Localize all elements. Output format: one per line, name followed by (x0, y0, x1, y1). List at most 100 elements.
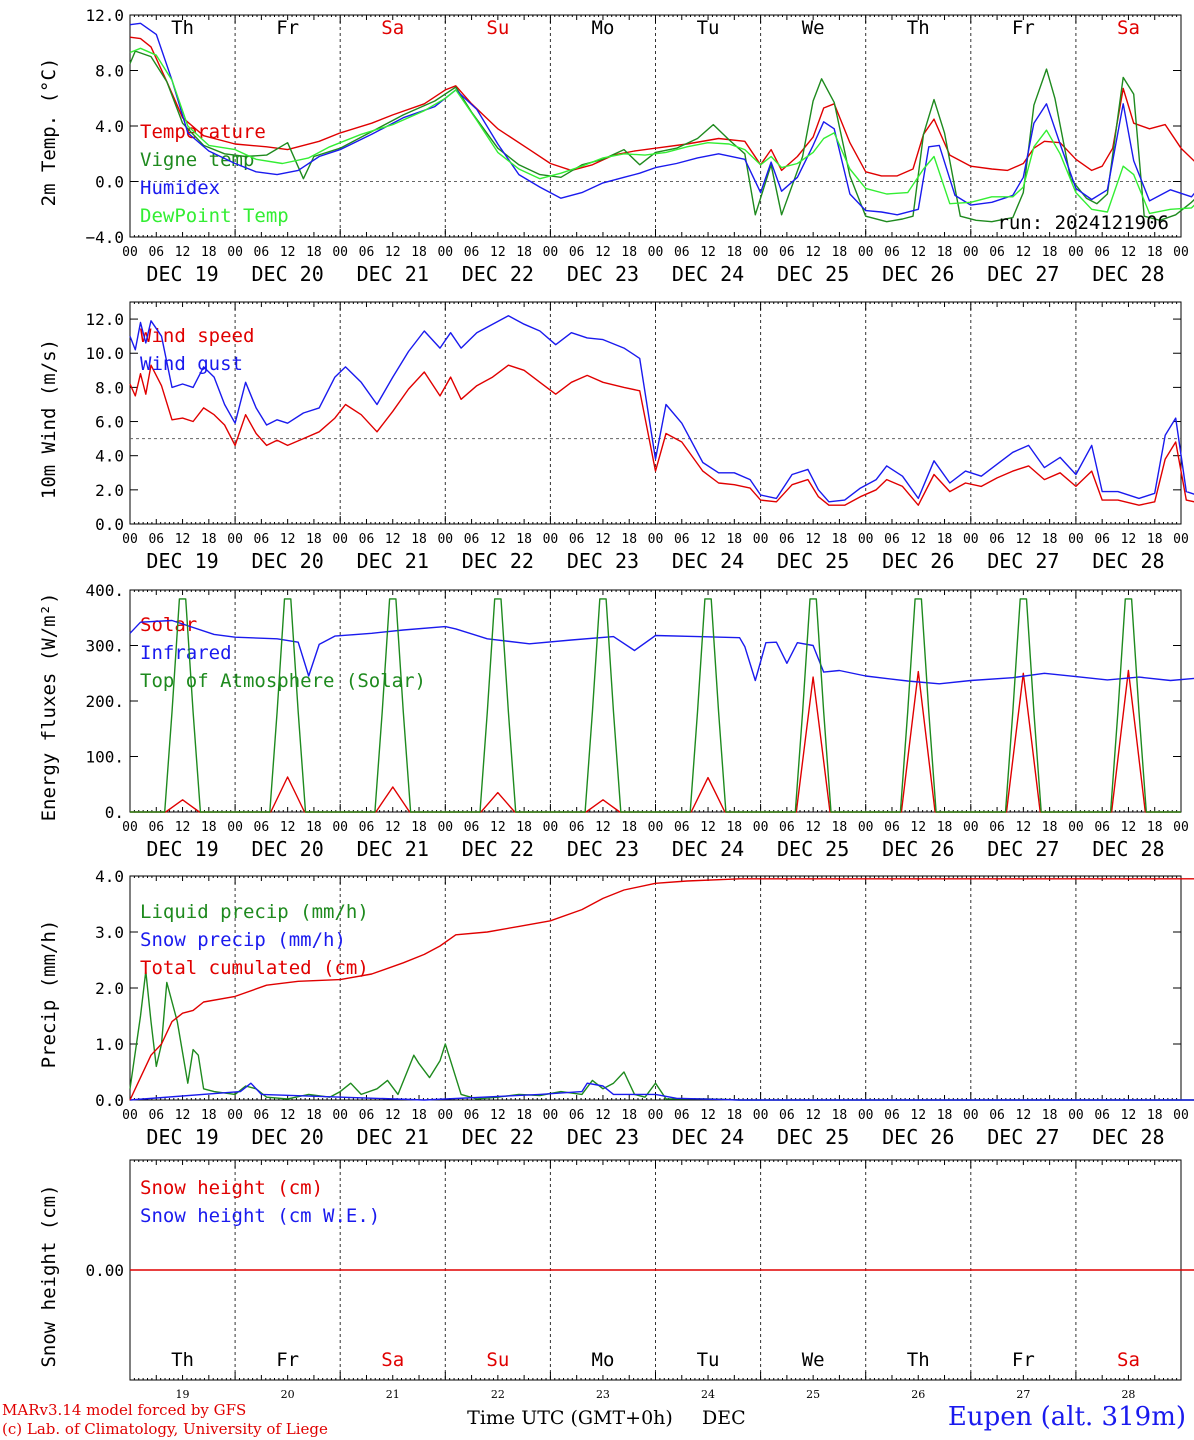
date-label: DEC 21 (357, 1125, 429, 1149)
hour-tick-label: 18 (306, 820, 322, 835)
hour-tick-label: 06 (674, 245, 690, 260)
series-line-humidex (129, 22, 1194, 216)
hour-tick-label: 06 (674, 820, 690, 835)
hour-tick-label: 06 (359, 820, 375, 835)
legend-entry: Snow height (cm W.E.) (140, 1205, 380, 1227)
hour-tick-label: 18 (516, 820, 532, 835)
weekday-label: Sa (1117, 17, 1140, 39)
hour-tick-label: 00 (122, 245, 138, 260)
legend-entry: Total cumulated (cm) (140, 957, 369, 979)
hour-tick-label: 06 (464, 245, 480, 260)
hour-tick-label: 12 (700, 532, 716, 547)
hour-tick-label: 00 (543, 1108, 559, 1123)
lab-credit: (c) Lab. of Climatology, University of L… (2, 1420, 328, 1438)
hour-tick-label: 18 (621, 820, 637, 835)
legend-entry: Top of Atmosphere (Solar) (140, 670, 426, 692)
hour-tick-label: 12 (280, 1108, 296, 1123)
hour-tick-label: 00 (332, 1108, 348, 1123)
hour-tick-label: 06 (148, 245, 164, 260)
hour-tick-label: 18 (411, 1108, 427, 1123)
hour-tick-label: 06 (989, 532, 1005, 547)
hour-tick-label: 18 (1147, 820, 1163, 835)
hour-tick-label: 12 (1016, 1108, 1032, 1123)
y-tick-label: 0.0 (95, 1091, 124, 1110)
date-label: DEC 23 (567, 262, 639, 286)
hour-tick-label: 12 (385, 820, 401, 835)
y-tick-label: 12.0 (85, 310, 124, 329)
y-tick-label: 2.0 (95, 979, 124, 998)
y-axis-title: Snow height (cm) (38, 1184, 60, 1367)
hour-tick-label: 18 (516, 245, 532, 260)
hour-tick-label: 00 (648, 1108, 664, 1123)
date-label: DEC 26 (882, 837, 954, 861)
date-label: DEC 19 (146, 262, 218, 286)
hour-tick-label: 18 (621, 532, 637, 547)
date-label: DEC 24 (672, 837, 744, 861)
hour-tick-label: 06 (254, 245, 270, 260)
y-tick-label: 10.0 (85, 344, 124, 363)
hour-tick-label: 00 (963, 1108, 979, 1123)
date-label: DEC 23 (567, 1125, 639, 1149)
hour-tick-label: 18 (1042, 820, 1058, 835)
weekday-label: Tu (697, 17, 720, 39)
legend-entry: Wind speed (140, 325, 254, 347)
hour-tick-label: 12 (175, 1108, 191, 1123)
hour-tick-label: 06 (884, 820, 900, 835)
date-label: DEC 21 (357, 837, 429, 861)
legend-entry: Snow precip (mm/h) (140, 929, 346, 951)
hour-tick-label: 18 (306, 532, 322, 547)
hour-tick-label: 00 (437, 245, 453, 260)
y-tick-label: 300. (85, 637, 124, 656)
hour-tick-label: 00 (963, 245, 979, 260)
hour-tick-label: 06 (989, 820, 1005, 835)
hour-tick-label: 00 (858, 245, 874, 260)
date-label: DEC 27 (987, 549, 1059, 573)
hour-tick-label: 18 (1042, 1108, 1058, 1123)
y-tick-label: 8.0 (95, 62, 124, 81)
hour-tick-label: 12 (280, 820, 296, 835)
date-label: DEC 19 (146, 549, 218, 573)
hour-tick-label: 06 (569, 532, 585, 547)
hour-tick-label: 12 (910, 1108, 926, 1123)
hour-tick-label: 00 (437, 1108, 453, 1123)
hour-tick-label: 12 (490, 532, 506, 547)
hour-tick-label: 00 (227, 1108, 243, 1123)
day-number-label: 26 (911, 1388, 925, 1401)
hour-tick-label: 06 (884, 245, 900, 260)
hour-tick-label: 06 (464, 532, 480, 547)
hour-tick-label: 18 (832, 820, 848, 835)
hour-tick-label: 18 (201, 245, 217, 260)
y-axis-title: 10m Wind (m/s) (38, 339, 60, 499)
hour-tick-label: 06 (359, 1108, 375, 1123)
weekday-label: We (802, 17, 825, 39)
hour-tick-label: 06 (779, 245, 795, 260)
series-line-snow-precip-mm-h (129, 1082, 1194, 1101)
hour-tick-label: 06 (779, 820, 795, 835)
date-label: DEC 20 (252, 549, 324, 573)
series-line-dewpoint-temp (129, 47, 1194, 215)
hour-tick-label: 18 (726, 245, 742, 260)
date-label: DEC 26 (882, 549, 954, 573)
hour-tick-label: 18 (832, 1108, 848, 1123)
weekday-label: Sa (381, 1349, 404, 1371)
hour-tick-label: 06 (779, 1108, 795, 1123)
date-label: DEC 28 (1092, 549, 1164, 573)
hour-tick-label: 18 (937, 820, 953, 835)
hour-tick-label: 00 (122, 820, 138, 835)
hour-tick-label: 00 (122, 1108, 138, 1123)
hour-tick-label: 12 (1121, 245, 1137, 260)
y-tick-label: 1.0 (95, 1035, 124, 1054)
legend-entry: Snow height (cm) (140, 1177, 323, 1199)
hour-tick-label: 18 (726, 532, 742, 547)
hour-tick-label: 12 (175, 245, 191, 260)
hour-tick-label: 12 (280, 532, 296, 547)
legend-entry: Vigne temp (140, 149, 254, 171)
weekday-label: Sa (381, 17, 404, 39)
hour-tick-label: 00 (1173, 245, 1189, 260)
hour-tick-label: 12 (385, 1108, 401, 1123)
hour-tick-label: 06 (1094, 820, 1110, 835)
hour-tick-label: 12 (805, 245, 821, 260)
weekday-label: Fr (1012, 1349, 1035, 1371)
y-axis-title: Energy fluxes (W/m²) (38, 593, 60, 822)
weekday-label: Sa (1117, 1349, 1140, 1371)
